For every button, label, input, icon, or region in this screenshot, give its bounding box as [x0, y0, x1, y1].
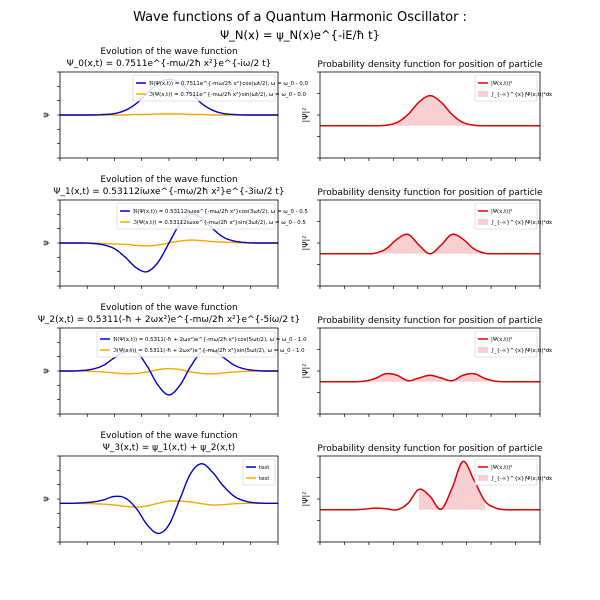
density-line	[320, 94, 540, 127]
legend-box	[96, 330, 276, 358]
integral-fill-area	[320, 373, 540, 382]
panel-wave-1: Evolution of the wave function Ψ_1(x,t) =…	[41, 175, 308, 289]
legend: |Ψ(x,t)|² ∫_{-∞}^{x}|Ψ(x,t)|²dx	[474, 74, 553, 102]
plot-area	[320, 233, 540, 255]
plot-area	[60, 349, 278, 396]
y-axis-label: ψ	[41, 112, 50, 117]
panel-wave-3: Evolution of the wave function Ψ_3(x,t) =…	[41, 431, 279, 545]
panel-title: Probability density function for positio…	[317, 444, 543, 454]
y-axis-label: |Ψ|²	[301, 236, 310, 251]
legend: |Ψ(x,t)|² ∫_{-∞}^{x}|Ψ(x,t)|²dx	[474, 202, 553, 230]
panel-subtitle: Ψ_3(x,t) = ψ_1(x,t) + ψ_2(x,t)	[103, 443, 235, 453]
legend-box	[474, 202, 538, 230]
legend-swatch	[478, 475, 488, 481]
plot-area	[60, 213, 278, 273]
legend-entry-label: ∫_{-∞}^{x}|Ψ(x,t)|²dx	[491, 475, 553, 482]
legend-box	[474, 458, 538, 486]
panels-group: Evolution of the wave function Ψ_0(x,t) =…	[38, 47, 553, 545]
panel-pdf-3: Probability density function for positio…	[301, 444, 553, 545]
legend: |Ψ(x,t)|² ∫_{-∞}^{x}|Ψ(x,t)|²dx	[474, 458, 553, 486]
density-line	[320, 460, 540, 511]
plot-area	[60, 462, 278, 535]
legend-entry-label: ∫_{-∞}^{x}|Ψ(x,t)|²dx	[491, 91, 553, 98]
legend-swatch	[478, 219, 488, 225]
legend-entry-label: |Ψ(x,t)|²	[491, 336, 512, 343]
panel-title: Evolution of the wave function	[100, 175, 237, 185]
density-line	[320, 372, 540, 383]
plot-area	[320, 372, 540, 383]
y-axis-label: ψ	[41, 368, 50, 373]
plot-area	[320, 460, 540, 511]
panel-title: Probability density function for positio…	[317, 188, 543, 198]
legend: ℜ(Ψ(x,t)) = 0.53112iωxe^{-mω/2ħ x²}cos(3…	[116, 202, 308, 230]
panel-pdf-1: Probability density function for positio…	[301, 188, 553, 289]
plot-area	[320, 94, 540, 127]
legend: ℜ(Ψ(x,t)) = 0.5311(-ħ + 2ωx²)e^{-mω/2ħ x…	[96, 330, 307, 358]
y-axis-label: ψ	[41, 240, 50, 245]
legend-entry-label: |Ψ(x,t)|²	[491, 464, 512, 471]
panel-title: Evolution of the wave function	[100, 431, 237, 441]
legend-box	[474, 74, 538, 102]
legend-entry-label: ℜ(Ψ(x,t)) = 0.5311(-ħ + 2ωx²)e^{-mω/2ħ x…	[113, 336, 307, 343]
y-axis-label: ψ	[41, 496, 50, 501]
legend-entry-label: ∫_{-∞}^{x}|Ψ(x,t)|²dx	[491, 219, 553, 226]
panel-wave-0: Evolution of the wave function Ψ_0(x,t) =…	[41, 47, 309, 161]
legend-entry-label: |Ψ(x,t)|²	[491, 80, 512, 87]
figure-title: Wave functions of a Quantum Harmonic Osc…	[133, 10, 467, 25]
panel-title: Evolution of the wave function	[100, 47, 237, 57]
series-real-line	[60, 462, 278, 535]
legend-entry-label: ℑ(Ψ(x,t)) = 0.7511e^{-mω/2ħ x²}sin(ωt/2)…	[149, 91, 307, 98]
legend-entry-label: ℜ(Ψ(x,t)) = 0.7511e^{-mω/2ħ x²}cos(ωt/2)…	[149, 80, 309, 87]
legend-swatch	[478, 347, 488, 353]
y-axis-label: |Ψ|²	[301, 108, 310, 123]
series-real-line	[60, 349, 278, 396]
legend-entry-label: ∫_{-∞}^{x}|Ψ(x,t)|²dx	[491, 347, 553, 354]
legend-entry-label: ℜ(Ψ(x,t)) = 0.53112iωxe^{-mω/2ħ x²}cos(3…	[133, 208, 308, 215]
legend-entry-label: |Ψ(x,t)|²	[491, 208, 512, 215]
legend-swatch	[478, 91, 488, 97]
legend-box	[132, 74, 276, 102]
series-real-line	[60, 213, 278, 273]
panel-pdf-0: Probability density function for positio…	[301, 60, 553, 161]
panel-title: Probability density function for positio…	[317, 60, 543, 70]
legend-box	[474, 330, 538, 358]
legend-entry-label: test	[259, 476, 269, 482]
integral-fill-area	[320, 234, 540, 254]
legend-entry-label: ℑ(Ψ(x,t)) = 0.53112iωxe^{-mω/2ħ x²}sin(3…	[133, 219, 306, 226]
legend: |Ψ(x,t)|² ∫_{-∞}^{x}|Ψ(x,t)|²dx	[474, 330, 553, 358]
integral-fill-area	[320, 95, 540, 126]
series-imag-line	[60, 500, 278, 508]
series-imag-line	[60, 367, 278, 375]
legend-entry-label: test	[259, 465, 269, 471]
figure-subtitle: Ψ_N(x) = ψ_N(x)e^{-iE/ħ t}	[220, 28, 380, 42]
panel-subtitle: Ψ_1(x,t) = 0.53112iωxe^{-mω/2ħ x²}e^{-3i…	[53, 187, 284, 197]
legend: test test	[242, 458, 276, 486]
panel-wave-2: Evolution of the wave function Ψ_2(x,t) =…	[38, 303, 307, 417]
density-line	[320, 233, 540, 255]
legend-box	[116, 202, 276, 230]
legend-entry-label: ℑ(Ψ(x,t)) = 0.5311(-ħ + 2ωx²)e^{-mω/2ħ x…	[113, 347, 305, 354]
legend: ℜ(Ψ(x,t)) = 0.7511e^{-mω/2ħ x²}cos(ωt/2)…	[132, 74, 309, 102]
panel-title: Evolution of the wave function	[100, 303, 237, 313]
integral-fill-area	[419, 461, 485, 510]
panel-subtitle: Ψ_2(x,t) = 0.5311(-ħ + 2ωx²)e^{-mω/2ħ x²…	[38, 315, 300, 325]
y-axis-label: |Ψ|²	[301, 364, 310, 379]
y-axis-label: |Ψ|²	[301, 492, 310, 507]
panel-subtitle: Ψ_0(x,t) = 0.7511e^{-mω/2ħ x²}e^{-iω/2 t…	[67, 59, 272, 69]
panel-title: Probability density function for positio…	[317, 316, 543, 326]
panel-pdf-2: Probability density function for positio…	[301, 316, 553, 417]
